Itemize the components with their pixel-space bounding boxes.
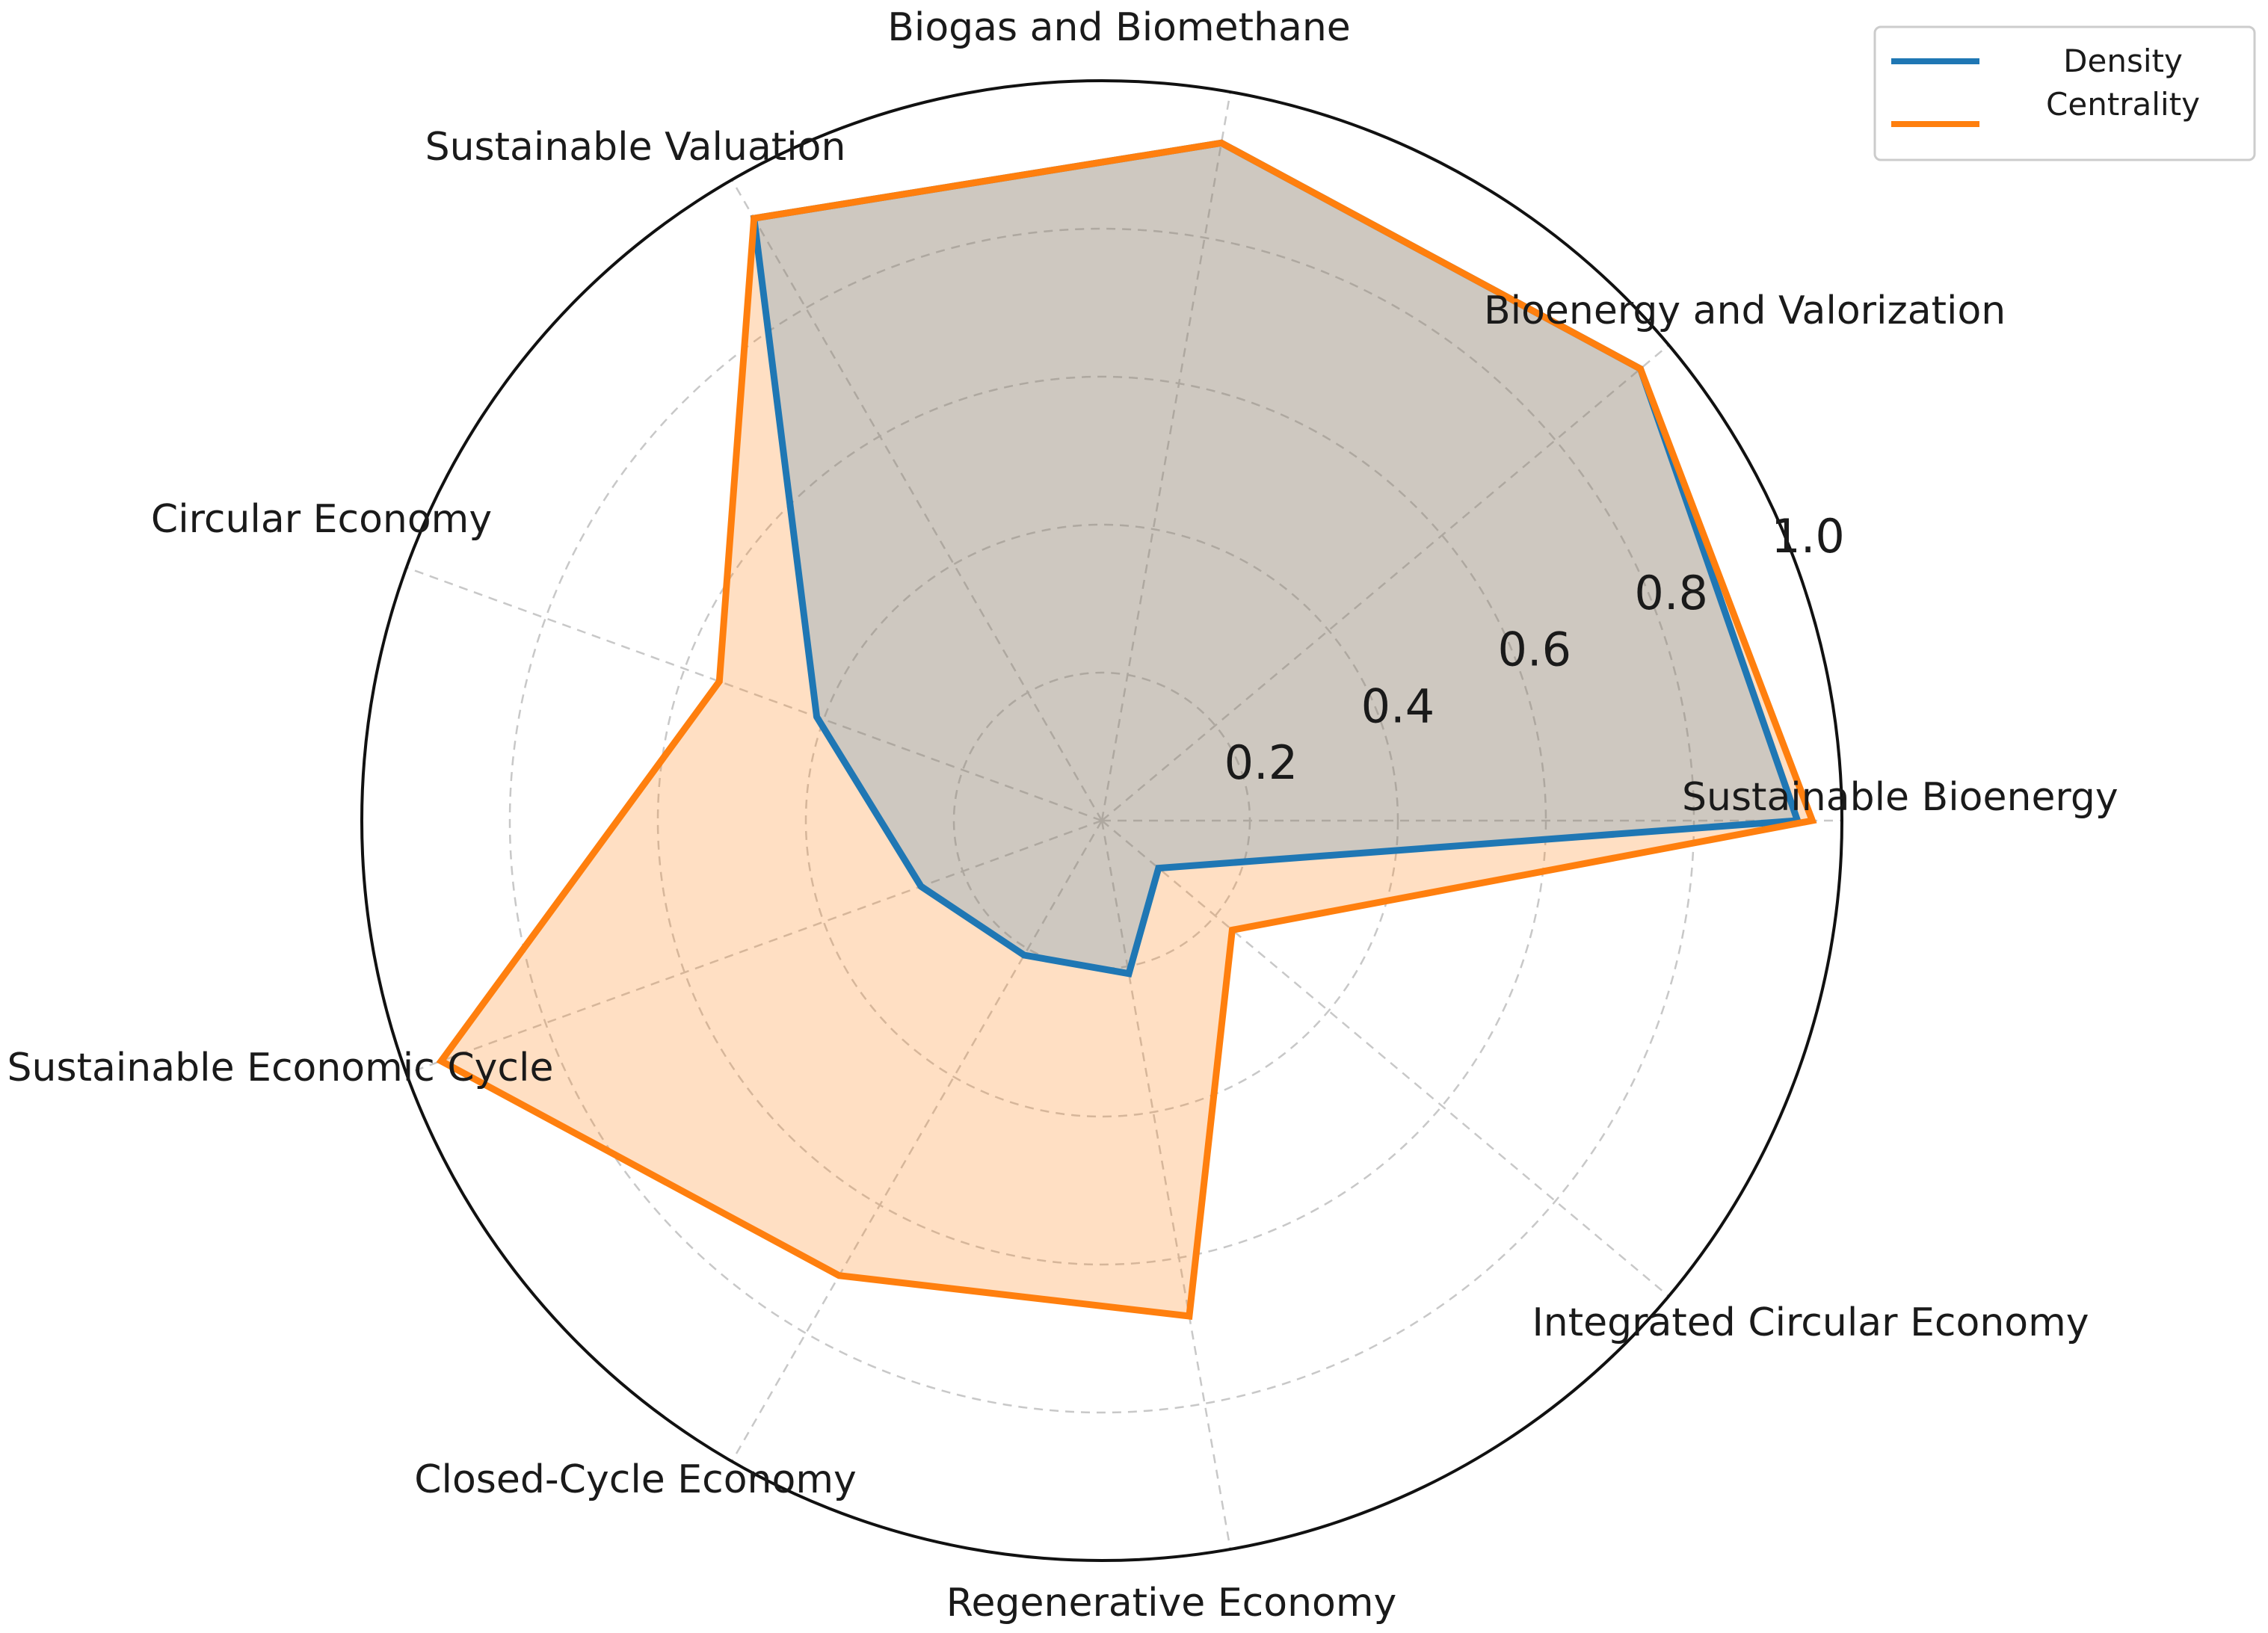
grid-circle-3 <box>508 227 1695 1414</box>
grid-spoke-7 <box>1100 820 1232 1550</box>
r-tick-label-3: 0.8 <box>1634 566 1708 620</box>
series-point-density-7 <box>1128 973 1130 975</box>
category-label-0: Sustainable Bioenergy <box>1682 775 2118 820</box>
category-label-3: Sustainable Valuation <box>425 125 846 170</box>
category-label-5: Sustainable Economic Cycle <box>7 1046 554 1090</box>
r-tick-label-4: 1.0 <box>1771 509 1845 564</box>
legend-label-centrality: Centrality <box>2046 86 2200 123</box>
grid-spoke-6 <box>730 820 1103 1462</box>
grid-spoke-2 <box>1100 91 1232 821</box>
series-point-density-5 <box>920 886 922 887</box>
grid-circle-1 <box>804 523 1399 1118</box>
grid <box>360 79 1843 1562</box>
series-point-centrality-4 <box>718 681 720 682</box>
r-tick-label-2: 0.6 <box>1497 623 1571 677</box>
category-label-6: Closed-Cycle Economy <box>414 1457 857 1502</box>
series-point-density-6 <box>1023 954 1025 956</box>
grid-spoke-1 <box>1101 344 1670 821</box>
labels: 0.2 0.4 0.6 0.8 1.0 Sustainable Bioenergy Bioe… <box>7 5 2118 1626</box>
series-line-centrality <box>436 139 1817 1320</box>
series-layer <box>436 139 1817 1320</box>
grid-spoke-5 <box>406 819 1103 1075</box>
r-tick-label-1: 0.4 <box>1361 679 1435 734</box>
category-label-4: Circular Economy <box>151 497 492 542</box>
legend[interactable]: Density Centrality <box>1873 25 2256 161</box>
series-fill-density <box>754 143 1798 974</box>
category-label-1: Bioenergy and Valorization <box>1484 288 2006 333</box>
r-tick-label-0: 0.2 <box>1224 735 1298 790</box>
grid-spoke-3 <box>730 179 1103 821</box>
outer-circle <box>360 79 1843 1562</box>
series-point-centrality-1 <box>1640 368 1641 369</box>
legend-label-density: Density <box>2063 43 2183 79</box>
category-label-7: Regenerative Economy <box>946 1581 1397 1626</box>
grid-spoke-4 <box>406 567 1103 822</box>
category-label-8: Integrated Circular Economy <box>1532 1300 2089 1345</box>
grid-spoke-8 <box>1101 820 1670 1297</box>
category-label-2: Biogas and Biomethane <box>887 5 1351 50</box>
